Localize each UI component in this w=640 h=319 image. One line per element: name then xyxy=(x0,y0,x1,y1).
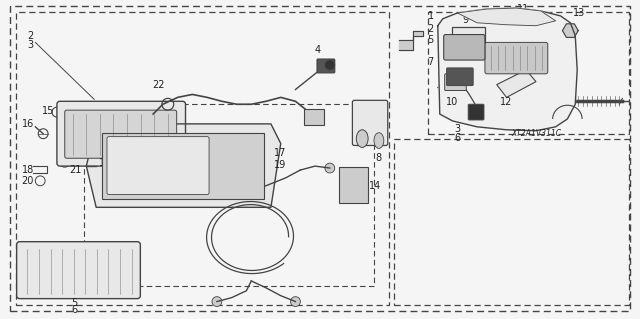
Text: 14: 14 xyxy=(369,181,381,191)
FancyBboxPatch shape xyxy=(485,42,548,74)
Text: 10: 10 xyxy=(447,97,459,108)
FancyBboxPatch shape xyxy=(17,242,140,299)
Polygon shape xyxy=(458,8,556,26)
FancyBboxPatch shape xyxy=(444,34,485,60)
Text: 16: 16 xyxy=(99,158,111,168)
FancyBboxPatch shape xyxy=(353,100,388,145)
Text: 22: 22 xyxy=(152,79,164,90)
FancyBboxPatch shape xyxy=(445,74,467,91)
Circle shape xyxy=(212,297,222,307)
Polygon shape xyxy=(86,124,281,207)
Bar xyxy=(394,138,629,306)
Text: 17: 17 xyxy=(274,148,286,158)
Text: 2: 2 xyxy=(428,24,434,34)
Text: 3: 3 xyxy=(28,40,33,50)
Text: 7: 7 xyxy=(217,158,223,168)
Text: 3: 3 xyxy=(454,124,461,134)
Text: 12: 12 xyxy=(500,97,513,108)
Circle shape xyxy=(325,163,335,173)
Circle shape xyxy=(325,60,335,70)
Text: 2: 2 xyxy=(28,31,34,41)
Text: 6: 6 xyxy=(454,133,461,143)
Text: 18: 18 xyxy=(22,165,34,175)
FancyBboxPatch shape xyxy=(102,133,264,199)
Text: 9: 9 xyxy=(462,15,468,25)
FancyBboxPatch shape xyxy=(447,68,473,85)
Text: 7: 7 xyxy=(428,57,434,67)
Text: XT2A1V311C: XT2A1V311C xyxy=(511,129,561,138)
FancyBboxPatch shape xyxy=(317,59,335,73)
Bar xyxy=(428,12,629,134)
FancyBboxPatch shape xyxy=(65,110,177,158)
Circle shape xyxy=(291,297,300,307)
Text: 11: 11 xyxy=(517,4,529,14)
FancyBboxPatch shape xyxy=(107,137,209,195)
Polygon shape xyxy=(497,70,536,97)
FancyBboxPatch shape xyxy=(57,101,186,166)
Bar xyxy=(15,12,388,306)
Ellipse shape xyxy=(374,133,384,148)
Text: 15: 15 xyxy=(42,106,54,116)
Text: 16: 16 xyxy=(22,119,34,129)
FancyBboxPatch shape xyxy=(304,109,324,125)
Text: 5: 5 xyxy=(72,298,77,308)
Text: 1: 1 xyxy=(428,11,434,21)
Text: 5: 5 xyxy=(428,35,434,45)
Ellipse shape xyxy=(356,130,368,147)
Text: 4: 4 xyxy=(315,45,321,55)
FancyBboxPatch shape xyxy=(339,167,368,204)
Text: 19: 19 xyxy=(274,160,286,170)
Polygon shape xyxy=(563,24,578,37)
Polygon shape xyxy=(438,8,577,131)
FancyBboxPatch shape xyxy=(452,27,485,56)
FancyBboxPatch shape xyxy=(468,104,484,120)
Text: 6: 6 xyxy=(72,306,77,315)
FancyBboxPatch shape xyxy=(182,140,195,152)
Text: 20: 20 xyxy=(22,176,34,186)
Text: 8: 8 xyxy=(376,153,382,163)
Bar xyxy=(84,104,374,286)
Text: 13: 13 xyxy=(573,8,586,18)
Text: 21: 21 xyxy=(70,165,82,175)
Polygon shape xyxy=(399,31,423,50)
